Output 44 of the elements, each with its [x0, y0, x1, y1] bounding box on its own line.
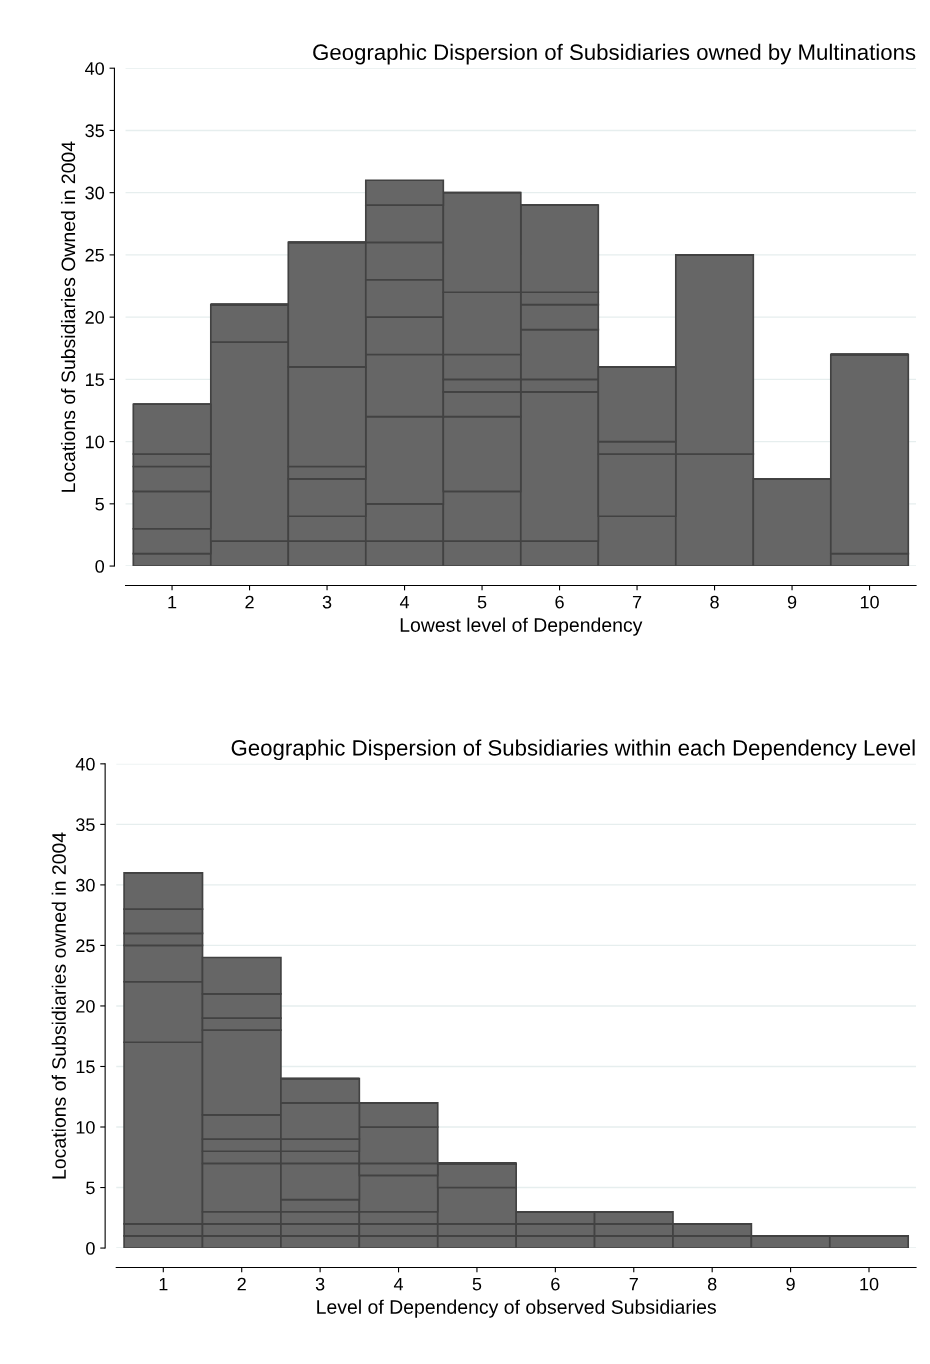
y-tick-label: 25 — [85, 248, 104, 262]
x-tick-label: 5 — [472, 1277, 482, 1291]
x-tick-label: 8 — [707, 1277, 717, 1291]
x-tick-label: 9 — [787, 595, 797, 609]
y-tick-label: 0 — [86, 1241, 95, 1255]
x-tick-label: 1 — [159, 1277, 168, 1291]
y-tick-label: 15 — [76, 1060, 95, 1074]
y-tick-label: 30 — [85, 186, 105, 200]
x-tick-label: 7 — [629, 1277, 638, 1291]
x-tick-label: 10 — [860, 1277, 879, 1291]
y-tick-label: 10 — [76, 1120, 95, 1134]
y-tick-label: 10 — [86, 435, 105, 449]
chart-title: Geographic Dispersion of Subsidiaries within each Dependency Level — [231, 739, 915, 761]
y-tick-label: 40 — [75, 757, 95, 771]
chart-title: Geographic Dispersion of Subsidiaries owned by Multinations — [313, 43, 916, 65]
x-tick-label: 9 — [786, 1277, 795, 1291]
x-tick-label: 6 — [555, 595, 564, 609]
y-tick-label: 5 — [95, 497, 104, 511]
x-tick-label: 2 — [237, 1277, 246, 1291]
x-tick-label: 10 — [860, 595, 879, 609]
y-axis-title: Locations of Subsidiaries owned in 2004 — [51, 832, 66, 1179]
x-tick-label: 7 — [632, 595, 642, 609]
y-tick-label: 30 — [76, 878, 95, 892]
x-tick-label: 1 — [168, 595, 177, 609]
y-tick-label: 0 — [95, 559, 105, 573]
y-tick-label: 35 — [85, 124, 104, 138]
x-tick-label: 8 — [710, 595, 719, 609]
x-tick-label: 2 — [245, 595, 254, 609]
y-tick-label: 35 — [76, 818, 95, 832]
x-tick-label: 3 — [315, 1277, 325, 1291]
y-tick-label: 5 — [86, 1181, 95, 1195]
y-tick-label: 20 — [85, 311, 105, 324]
y-tick-label: 15 — [86, 373, 104, 387]
y-tick-label: 20 — [76, 999, 95, 1013]
x-tick-label: 6 — [551, 1277, 560, 1291]
y-axis-title: Locations of Subsidiaries Owned in 2004 — [60, 141, 76, 492]
y-tick-label: 25 — [76, 939, 95, 953]
y-tick-label: 40 — [85, 62, 105, 75]
x-axis-title: Level of Dependency of observed Subsidiaries — [317, 1299, 716, 1318]
x-tick-label: 3 — [322, 595, 332, 609]
x-tick-label: 5 — [477, 595, 487, 609]
x-tick-label: 4 — [393, 1277, 404, 1291]
x-axis-title: Lowest level of Dependency — [400, 617, 643, 636]
x-tick-label: 4 — [399, 595, 410, 609]
